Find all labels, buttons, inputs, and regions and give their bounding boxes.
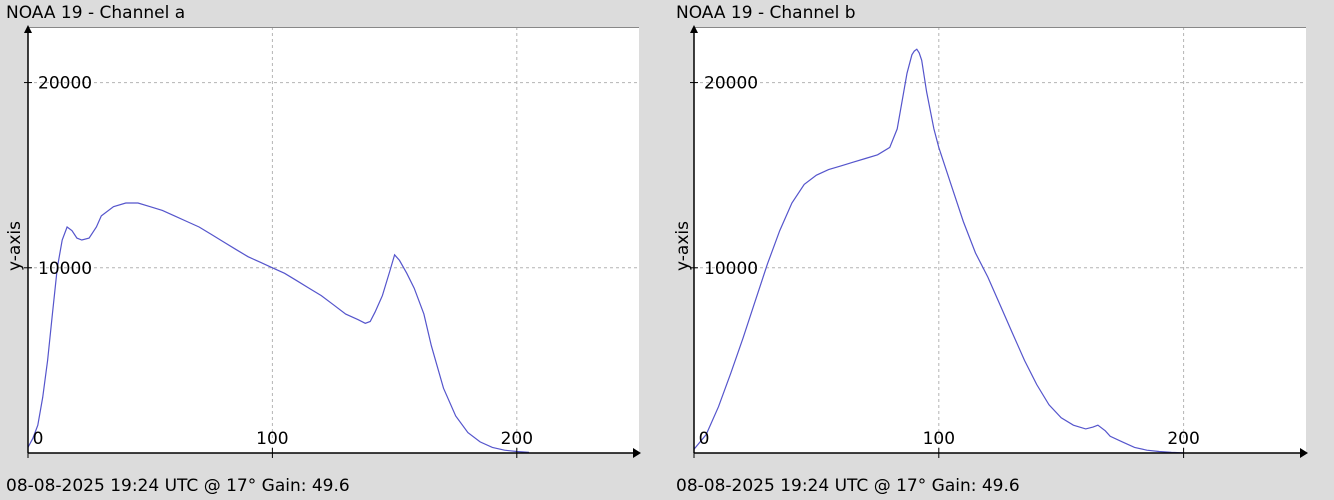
x-axis-arrow xyxy=(1300,448,1308,458)
series-line xyxy=(27,202,530,453)
x-tick-label: 200 xyxy=(1167,429,1199,449)
y-axis-label: y-axis xyxy=(673,221,693,271)
y-axis-arrow xyxy=(690,25,698,33)
x-tick-label: 200 xyxy=(501,429,533,449)
plot-area: 0 100 200 10000 20000 xyxy=(690,25,1308,458)
plot-background xyxy=(694,27,1306,453)
chart-title: NOAA 19 - Channel a xyxy=(6,3,186,23)
y-axis-label: y-axis xyxy=(5,221,25,271)
x-axis-arrow xyxy=(633,448,641,458)
x-tick-label: 0 xyxy=(699,429,710,449)
x-tick-label: 100 xyxy=(923,429,955,449)
y-tick-label: 20000 xyxy=(38,74,92,94)
x-tick-label: 0 xyxy=(33,429,44,449)
plot-background xyxy=(28,27,639,453)
y-tick-label: 20000 xyxy=(704,74,758,94)
y-axis-arrow xyxy=(24,25,32,33)
chart-panel-channel-a: NOAA 19 - Channel a 0 100 200 10000 20000 y-… xyxy=(0,0,660,500)
series-line xyxy=(693,48,1184,454)
chart-panel-channel-b: NOAA 19 - Channel b 0 100 200 10000 20000 y-… xyxy=(667,0,1334,500)
x-tick-label: 100 xyxy=(256,429,288,449)
plot-area: 0 100 200 10000 20000 xyxy=(24,25,641,458)
chart-footer: 08-08-2025 19:24 UTC @ 17° Gain: 49.6 xyxy=(6,476,350,496)
y-tick-label: 10000 xyxy=(704,259,758,279)
chart-title: NOAA 19 - Channel b xyxy=(676,3,856,23)
y-tick-label: 10000 xyxy=(38,259,92,279)
chart-footer: 08-08-2025 19:24 UTC @ 17° Gain: 49.6 xyxy=(676,476,1020,496)
